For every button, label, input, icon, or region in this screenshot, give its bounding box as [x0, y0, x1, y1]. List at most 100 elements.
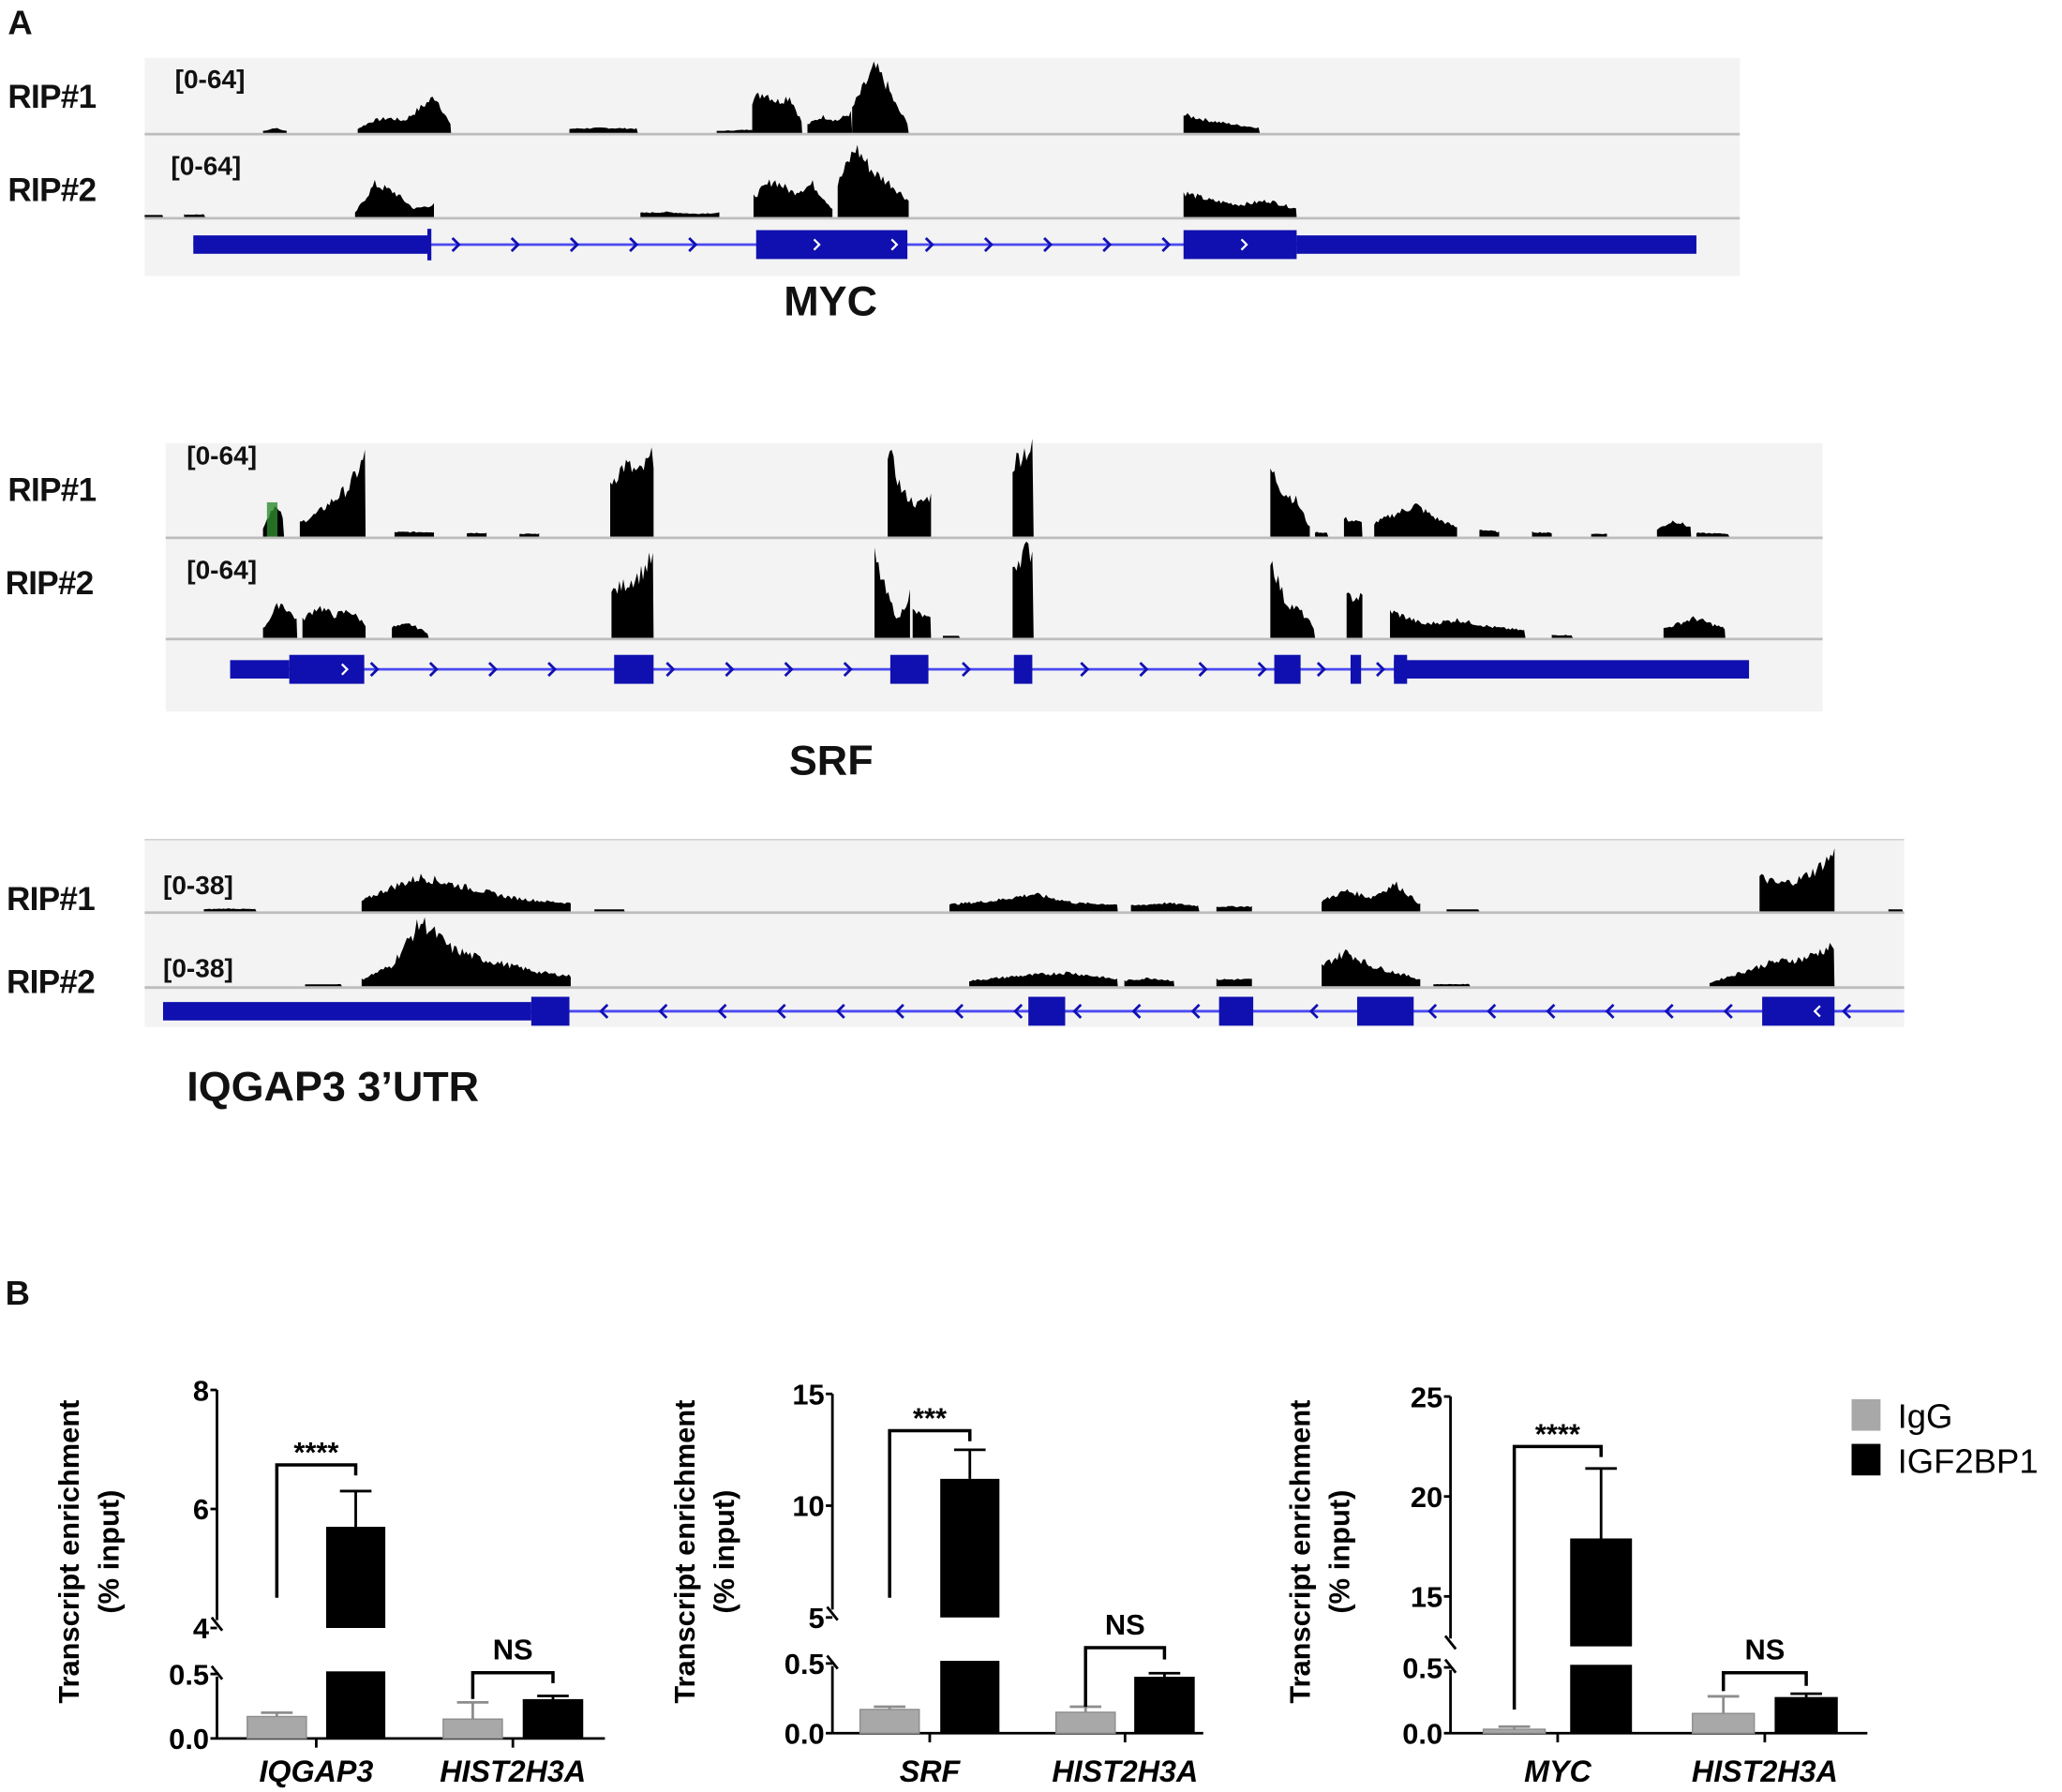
srf-utr: [230, 660, 290, 679]
bar-igf2bp1-lower: [325, 1671, 386, 1739]
coverage-tracks: [144, 61, 1905, 1026]
srf-gene-label: SRF: [788, 736, 874, 784]
strand-arrow-icon: [1240, 238, 1248, 251]
strand-arrow-icon: [725, 662, 735, 678]
myc-gene-label: MYC: [784, 277, 877, 325]
strand-arrow-icon: [1664, 1003, 1674, 1019]
myc-rip2-peak: [144, 215, 163, 217]
srf-rip2-peak: [1390, 609, 1526, 638]
strand-arrow-icon: [843, 662, 853, 678]
strand-arrow-icon: [1080, 662, 1090, 678]
srf-rip1-peak: [1012, 439, 1034, 537]
strand-arrow-icon: [369, 662, 380, 678]
strand-arrow-icon: [451, 236, 461, 252]
significance-label: ****: [293, 1436, 338, 1469]
bar-igg: [442, 1718, 503, 1740]
iqgap3-rip2-peak: [1709, 943, 1835, 987]
iqgap3-rip2-label: RIP#2: [7, 963, 96, 1001]
strand-arrow-icon: [962, 662, 972, 678]
y-tick-label: 0.0: [1402, 1717, 1442, 1750]
axis-break-mark: [1443, 1635, 1457, 1650]
chart-1: 0.0 0.5 4 6 8 Transcript enrichment (% input) I…: [52, 1374, 605, 1788]
strand-arrow-icon: [1316, 662, 1326, 678]
y-tick-label: 25: [1411, 1381, 1442, 1413]
y-tick-label: 15: [1411, 1581, 1442, 1614]
y-tick-label: 4: [193, 1612, 209, 1645]
iqgap3-rip2-range: [0-38]: [162, 954, 233, 984]
srf-rip1-peak: [1374, 502, 1457, 537]
myc-rip2-label: RIP#2: [7, 172, 97, 210]
srf-rip1-label: RIP#1: [7, 471, 97, 509]
srf-exon: [614, 654, 654, 684]
myc-rip2-peak: [837, 144, 909, 217]
y-tick-label: 20: [1411, 1481, 1442, 1514]
significance-bracket: [1721, 1670, 1808, 1692]
myc-rip2-peak: [184, 214, 205, 217]
srf-rip1-peak: [1532, 530, 1552, 537]
bar-igf2bp1-lower: [940, 1661, 1000, 1734]
myc-exon: [755, 230, 908, 260]
significance-label: NS: [493, 1634, 533, 1666]
strand-arrow-icon: [1190, 1003, 1201, 1019]
y-tick-label: 10: [792, 1490, 824, 1523]
iqgap3-rip1-label: RIP#1: [7, 881, 96, 918]
y-tick-label: 5: [809, 1602, 825, 1635]
strand-arrow-icon: [890, 238, 899, 251]
bar-igf2bp1-lower: [1570, 1665, 1633, 1734]
myc-rip1-peak: [807, 111, 853, 133]
iqgap3-rip2-peak: [361, 917, 571, 987]
srf-rip1-peak: [519, 533, 540, 537]
myc-rip2-peak: [640, 211, 720, 217]
srf-rip1-peak: [610, 447, 654, 537]
myc-exon: [1183, 230, 1297, 260]
srf-exon: [289, 654, 365, 684]
y-axis-label: Transcript enrichment (% input): [1283, 1400, 1355, 1704]
legend-swatch-igf2bp1: [1851, 1443, 1881, 1476]
bar-igf2bp1-upper: [1570, 1538, 1633, 1647]
srf-rip2-peak: [1012, 541, 1034, 638]
iqgap3-rip2-peak: [969, 971, 1118, 987]
srf-rip1-peak: [1479, 530, 1500, 537]
srf-rip2-peak: [1346, 592, 1363, 638]
significance-bracket: [275, 1463, 358, 1598]
strand-arrow-icon: [1139, 662, 1149, 678]
iqgap3-rip1-peak: [361, 874, 571, 912]
srf-rip1-peak: [1696, 532, 1730, 537]
bar-igf2bp1: [1774, 1696, 1838, 1734]
significance-label: NS: [1744, 1634, 1785, 1666]
myc-rip1-peak: [569, 127, 638, 133]
myc-rip2-peak: [354, 179, 435, 217]
iqgap3-track-panel: [144, 839, 1905, 1027]
iqgap3-utr: [162, 1002, 531, 1021]
y-tick-label: 6: [193, 1493, 209, 1526]
y-axis-label-line: Transcript enrichment: [52, 1400, 85, 1704]
iqgap3-exon: [1218, 996, 1254, 1026]
strand-arrow-icon: [924, 236, 934, 252]
bar-igf2bp1: [1134, 1677, 1195, 1734]
myc-rip1-peak: [357, 97, 452, 133]
iqgap3-exon: [530, 996, 570, 1026]
bar-igg: [1482, 1728, 1546, 1734]
strand-arrow-icon: [717, 1003, 727, 1019]
y-tick-label: 0.5: [169, 1658, 209, 1691]
srf-rip1-peak: [467, 532, 487, 537]
iqgap3-rip1-peak: [1888, 909, 1904, 912]
myc-utr: [193, 235, 430, 254]
strand-arrow-icon: [658, 1003, 668, 1019]
y-tick-label: 0.5: [784, 1648, 825, 1680]
srf-rip2-peak: [1270, 560, 1316, 638]
bar-igg: [859, 1709, 920, 1734]
significance-label: ****: [1535, 1418, 1580, 1451]
strand-arrow-icon: [510, 236, 520, 252]
myc-rip1-label: RIP#1: [7, 79, 97, 116]
y-axis-label: Transcript enrichment (% input): [52, 1400, 125, 1704]
srf-rip1-peak: [394, 530, 435, 537]
strand-arrow-icon: [688, 236, 698, 252]
strand-arrow-icon: [487, 662, 498, 678]
srf-rip1-peak: [299, 449, 366, 537]
bar-igg: [1692, 1712, 1756, 1734]
strand-arrow-icon: [1043, 236, 1053, 252]
iqgap3-rip1-peak: [594, 909, 625, 912]
iqgap3-rip1-peak: [1216, 905, 1252, 912]
